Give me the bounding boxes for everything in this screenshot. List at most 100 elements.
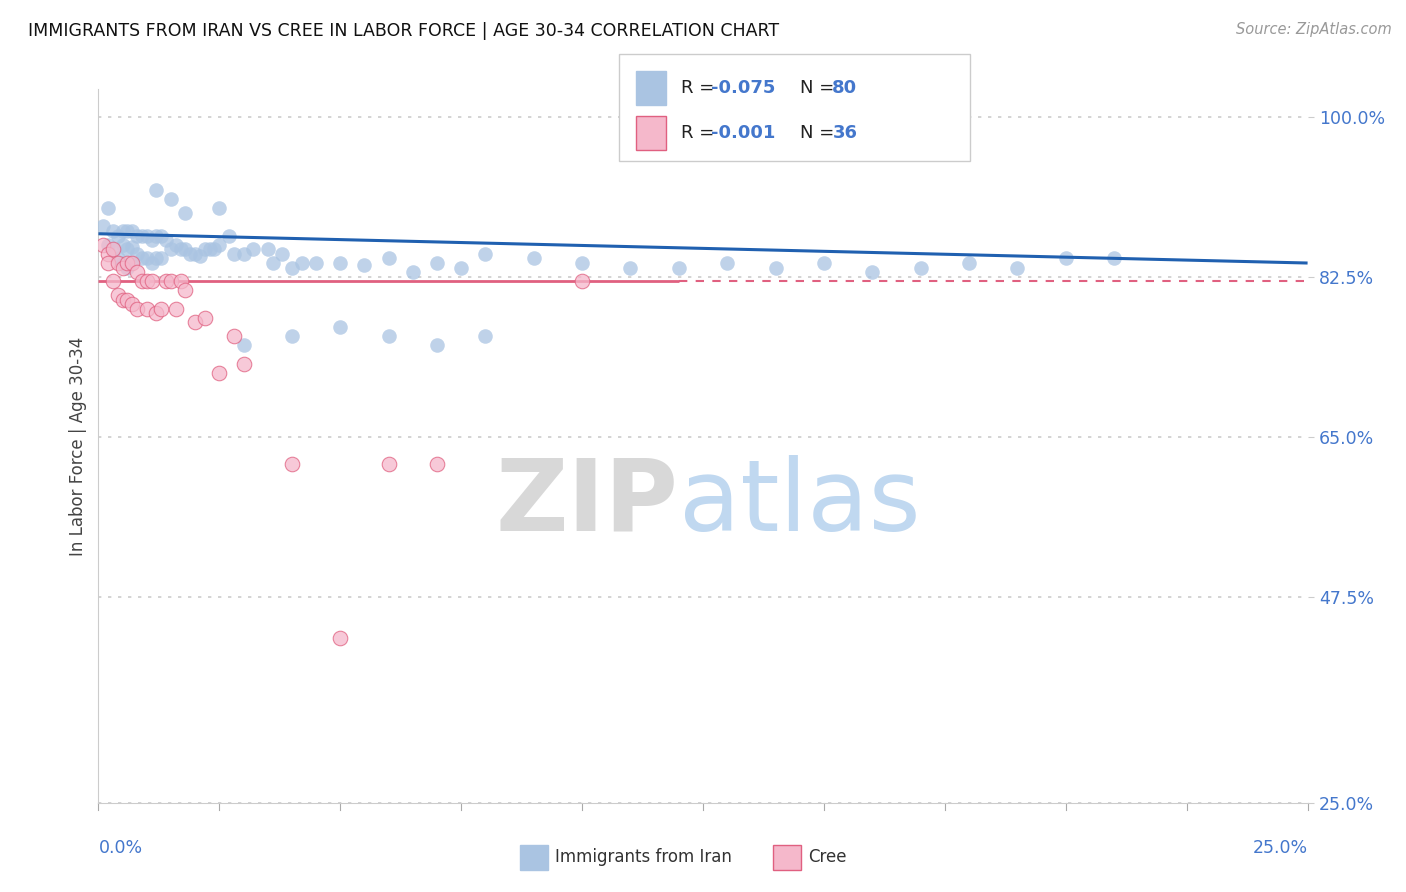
Point — [571, 274, 593, 288]
Point — [160, 242, 183, 256]
Point — [329, 256, 352, 270]
Point — [135, 274, 157, 288]
Point — [150, 252, 173, 266]
Point — [117, 256, 139, 270]
Point — [1054, 252, 1077, 266]
Point — [160, 192, 183, 206]
Point — [121, 297, 143, 311]
Point — [101, 242, 124, 256]
Point — [165, 301, 187, 316]
Point — [450, 260, 472, 275]
Point — [121, 224, 143, 238]
Point — [426, 256, 449, 270]
Point — [150, 228, 173, 243]
Point — [145, 183, 167, 197]
Point — [353, 258, 375, 272]
Point — [184, 247, 207, 261]
Point — [222, 247, 245, 261]
Point — [668, 260, 690, 275]
Text: Cree: Cree — [808, 848, 846, 866]
Point — [1007, 260, 1029, 275]
Point — [155, 233, 177, 247]
Point — [131, 228, 153, 243]
Text: 80: 80 — [832, 79, 858, 97]
Point — [141, 233, 163, 247]
Point — [169, 274, 191, 288]
Point — [329, 631, 352, 645]
Point — [135, 301, 157, 316]
Point — [426, 338, 449, 352]
Point — [97, 256, 120, 270]
Text: 0.0%: 0.0% — [98, 839, 142, 857]
Point — [101, 274, 124, 288]
Point — [127, 301, 149, 316]
Point — [262, 256, 284, 270]
Point — [117, 224, 139, 238]
Point — [121, 239, 143, 253]
Point — [179, 247, 201, 261]
Point — [198, 242, 221, 256]
Point — [208, 201, 231, 215]
Point — [194, 242, 217, 256]
Point — [107, 228, 129, 243]
Text: Immigrants from Iran: Immigrants from Iran — [555, 848, 733, 866]
Point — [860, 265, 883, 279]
Point — [127, 247, 149, 261]
Point — [242, 242, 264, 256]
Text: -0.075: -0.075 — [711, 79, 776, 97]
Text: N =: N = — [800, 79, 839, 97]
Text: IMMIGRANTS FROM IRAN VS CREE IN LABOR FORCE | AGE 30-34 CORRELATION CHART: IMMIGRANTS FROM IRAN VS CREE IN LABOR FO… — [28, 22, 779, 40]
Point — [571, 256, 593, 270]
Point — [290, 256, 312, 270]
Point — [426, 458, 449, 472]
Text: ZIP: ZIP — [496, 455, 679, 551]
Point — [135, 252, 157, 266]
Point — [194, 310, 217, 325]
Point — [145, 252, 167, 266]
Text: -0.001: -0.001 — [711, 124, 776, 142]
Point — [765, 260, 787, 275]
Point — [208, 366, 231, 380]
Point — [1102, 252, 1125, 266]
Point — [256, 242, 278, 256]
Point — [117, 260, 139, 275]
Point — [377, 252, 399, 266]
Point — [184, 316, 207, 330]
Point — [107, 288, 129, 302]
Point — [141, 256, 163, 270]
Text: 25.0%: 25.0% — [1253, 839, 1308, 857]
Point — [145, 306, 167, 320]
Point — [111, 293, 134, 307]
Point — [141, 274, 163, 288]
Point — [101, 224, 124, 238]
Point — [111, 260, 134, 275]
Point — [165, 237, 187, 252]
Point — [127, 228, 149, 243]
Text: 36: 36 — [832, 124, 858, 142]
Point — [107, 252, 129, 266]
Point — [402, 265, 425, 279]
Point — [232, 338, 254, 352]
Point — [111, 256, 134, 270]
Point — [97, 247, 120, 261]
Point — [131, 274, 153, 288]
Point — [174, 205, 197, 219]
Point — [121, 256, 143, 270]
Point — [121, 256, 143, 270]
Point — [377, 329, 399, 343]
Point — [523, 252, 546, 266]
Point — [271, 247, 294, 261]
Point — [91, 219, 114, 234]
Point — [155, 274, 177, 288]
Point — [145, 228, 167, 243]
Point — [232, 357, 254, 371]
Point — [813, 256, 835, 270]
Text: N =: N = — [800, 124, 839, 142]
Point — [281, 260, 304, 275]
Point — [101, 242, 124, 256]
Text: R =: R = — [681, 124, 720, 142]
Point — [377, 458, 399, 472]
Point — [169, 242, 191, 256]
Point — [222, 329, 245, 343]
Point — [329, 320, 352, 334]
